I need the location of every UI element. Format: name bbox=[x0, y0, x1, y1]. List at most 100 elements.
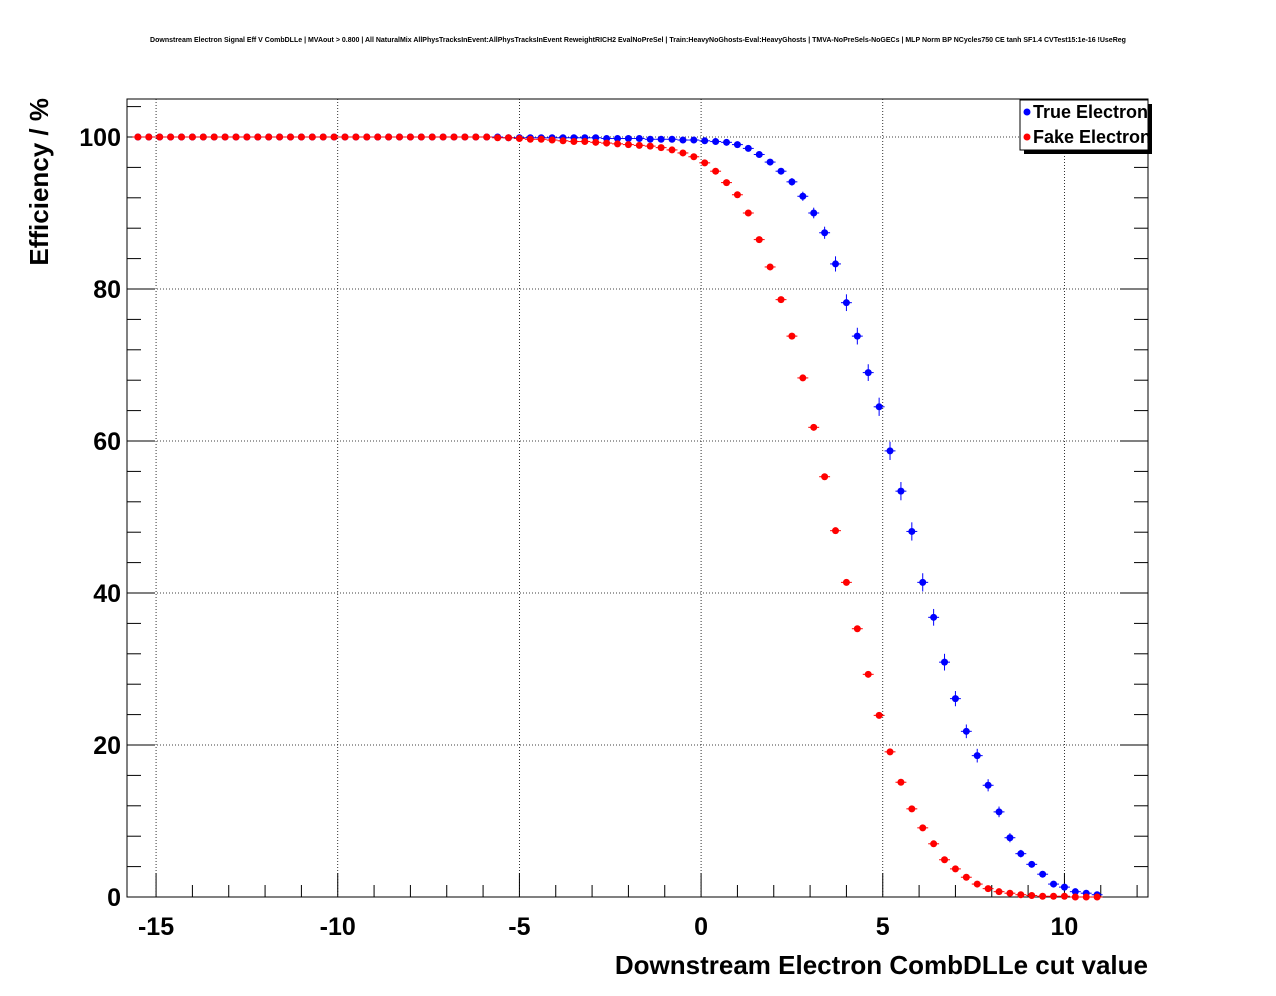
data-point bbox=[766, 263, 774, 271]
data-point bbox=[897, 487, 905, 495]
data-point bbox=[1050, 892, 1058, 900]
data-point bbox=[1060, 892, 1068, 900]
data-point bbox=[897, 778, 905, 786]
data-point bbox=[1028, 860, 1036, 868]
data-point bbox=[1028, 891, 1036, 899]
data-point bbox=[821, 473, 829, 481]
data-point bbox=[603, 139, 611, 147]
data-point bbox=[864, 670, 872, 678]
data-point bbox=[330, 133, 338, 141]
data-point bbox=[919, 824, 927, 832]
data-point bbox=[657, 135, 665, 143]
data-point bbox=[254, 133, 262, 141]
data-point bbox=[723, 138, 731, 146]
data-point bbox=[396, 133, 404, 141]
data-point bbox=[733, 191, 741, 199]
data-point bbox=[297, 133, 305, 141]
data-point bbox=[832, 260, 840, 268]
data-point bbox=[417, 133, 425, 141]
legend-marker-true-electron bbox=[1023, 108, 1031, 116]
data-point bbox=[657, 144, 665, 152]
data-point bbox=[461, 133, 469, 141]
data-point bbox=[908, 805, 916, 813]
y-tick-label: 20 bbox=[93, 732, 121, 760]
data-point bbox=[406, 133, 414, 141]
data-point bbox=[951, 865, 959, 873]
data-point bbox=[635, 141, 643, 149]
data-point bbox=[614, 140, 622, 148]
data-point bbox=[385, 133, 393, 141]
data-point bbox=[962, 727, 970, 735]
legend-label-fake-electron: Fake Electron bbox=[1033, 127, 1151, 147]
series-true-electron bbox=[132, 133, 1103, 899]
data-point bbox=[712, 138, 720, 146]
legend: True Electron Fake Electron bbox=[1019, 99, 1152, 154]
data-point bbox=[941, 658, 949, 666]
data-point bbox=[1039, 870, 1047, 878]
legend-box bbox=[1019, 99, 1149, 151]
data-point bbox=[723, 179, 731, 187]
data-point bbox=[679, 136, 687, 144]
data-point bbox=[1006, 834, 1014, 842]
series-fake-electron bbox=[132, 133, 1103, 901]
data-point bbox=[755, 150, 763, 158]
data-point bbox=[919, 578, 927, 586]
data-point bbox=[145, 133, 153, 141]
data-point bbox=[853, 332, 861, 340]
data-point bbox=[908, 527, 916, 535]
data-point bbox=[570, 138, 578, 146]
axis-ticks bbox=[127, 106, 1148, 898]
x-tick-label: 0 bbox=[694, 913, 708, 941]
x-tick-label: -5 bbox=[508, 913, 530, 941]
data-point bbox=[1017, 850, 1025, 858]
y-tick-label: 0 bbox=[107, 884, 121, 912]
data-point bbox=[799, 374, 807, 382]
data-point bbox=[886, 748, 894, 756]
data-point bbox=[1071, 888, 1079, 896]
data-point bbox=[941, 856, 949, 864]
data-point bbox=[766, 158, 774, 166]
data-point bbox=[701, 137, 709, 145]
data-point bbox=[548, 136, 556, 144]
data-point bbox=[930, 613, 938, 621]
data-point bbox=[450, 133, 458, 141]
data-point bbox=[199, 133, 207, 141]
data-point bbox=[1060, 883, 1068, 891]
data-point bbox=[1006, 889, 1014, 897]
data-point bbox=[374, 133, 382, 141]
legend-label-true-electron: True Electron bbox=[1033, 102, 1148, 122]
data-point bbox=[1050, 880, 1058, 888]
legend-marker-fake-electron bbox=[1023, 133, 1031, 141]
data-point bbox=[842, 578, 850, 586]
data-point bbox=[472, 133, 480, 141]
data-point bbox=[690, 153, 698, 161]
data-point bbox=[646, 142, 654, 150]
data-point bbox=[821, 229, 829, 237]
y-tick-label: 40 bbox=[93, 580, 121, 608]
data-point bbox=[243, 133, 251, 141]
data-point bbox=[744, 144, 752, 152]
y-tick-label: 100 bbox=[79, 124, 121, 152]
data-point bbox=[614, 135, 622, 143]
y-tick-label: 80 bbox=[93, 276, 121, 304]
data-point bbox=[581, 138, 589, 146]
grid bbox=[127, 99, 1148, 898]
data-point bbox=[973, 880, 981, 888]
data-point bbox=[995, 888, 1003, 896]
x-tick-label: 10 bbox=[1051, 913, 1079, 941]
data-point bbox=[341, 133, 349, 141]
data-point bbox=[701, 159, 709, 167]
data-point bbox=[810, 209, 818, 217]
data-point bbox=[494, 134, 502, 142]
data-point bbox=[1017, 891, 1025, 899]
data-point bbox=[646, 135, 654, 143]
data-point bbox=[592, 138, 600, 146]
data-point bbox=[1093, 893, 1101, 901]
data-point bbox=[134, 133, 142, 141]
data-point bbox=[635, 135, 643, 143]
data-point bbox=[439, 133, 447, 141]
data-point bbox=[178, 133, 186, 141]
data-points bbox=[132, 133, 1103, 901]
